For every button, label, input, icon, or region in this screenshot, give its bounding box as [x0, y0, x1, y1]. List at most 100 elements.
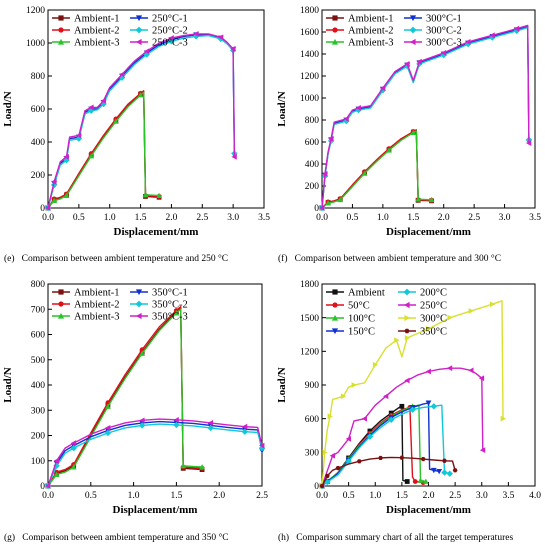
legend-label: 250°C [420, 301, 447, 312]
data-point [479, 447, 486, 453]
data-point [335, 465, 341, 471]
series-line [47, 90, 160, 209]
legend-label: 200°C [420, 288, 447, 299]
legend-item: 250°C-1 [130, 14, 188, 25]
legend-marker [409, 15, 417, 22]
series-line [47, 306, 203, 487]
data-point [70, 444, 77, 452]
x-axis-label: Displacement/mm [386, 504, 471, 516]
caption-letter-f: (f) [278, 254, 288, 264]
data-point [142, 191, 149, 198]
y-tick-label: 300 [31, 406, 46, 416]
y-tick-label: 600 [305, 415, 320, 425]
legend-label: 350°C [420, 327, 447, 338]
legend-label: Ambient [348, 288, 385, 299]
y-tick-label: 1600 [300, 28, 319, 38]
data-point [404, 377, 410, 384]
data-point [409, 406, 416, 413]
legend-item: 300°C-2 [404, 26, 462, 37]
x-tick-label: 2.0 [165, 213, 177, 223]
data-point [143, 51, 150, 58]
legend-marker [403, 301, 410, 309]
legend-item: 350°C [398, 327, 447, 338]
legend-label: 150°C [348, 327, 375, 338]
data-point [230, 45, 236, 52]
data-point [425, 368, 431, 375]
legend: Ambient-1Ambient-2Ambient-3250°C-1250°C-… [52, 14, 188, 49]
data-point [100, 100, 107, 108]
data-point [440, 50, 447, 56]
series-7 [319, 455, 458, 489]
data-point [63, 192, 70, 199]
legend-item: 150°C [326, 327, 375, 338]
data-point [63, 153, 69, 160]
caption-letter-e: (e) [4, 254, 15, 264]
data-point [241, 423, 248, 430]
legend-label: 350°C-2 [152, 300, 188, 311]
data-point [328, 135, 334, 142]
y-tick-label: 400 [31, 138, 46, 148]
data-point [394, 337, 400, 344]
legend-label: 100°C [348, 314, 375, 325]
chart-f: 0.0 0.5 1.0 1.5 2.0 2.5 3.0 3.5 0 200 400 600 800 100… [276, 6, 541, 238]
data-point [468, 367, 474, 374]
legend-marker [332, 302, 338, 308]
data-point [447, 314, 453, 321]
caption-text-g: Comparison between ambient temperature a… [22, 533, 229, 543]
series-line [47, 418, 263, 487]
legend-marker [331, 328, 339, 335]
legend-marker [57, 38, 65, 45]
x-tick-label: 0.0 [316, 213, 328, 223]
legend-item: 350°C-3 [130, 312, 188, 323]
series-line [47, 91, 160, 209]
data-point [355, 105, 361, 111]
data-point [319, 483, 325, 489]
data-point [420, 456, 426, 462]
data-point [53, 471, 60, 478]
data-point [193, 31, 199, 37]
chart-g: 0.0 0.5 1.0 1.5 2.0 2.5 0 100 200 300 400 500 600 700… [2, 280, 268, 516]
legend-item: 50°C [326, 301, 370, 312]
data-point [378, 455, 383, 461]
data-point [388, 416, 395, 423]
legend-item: Ambient-3 [52, 38, 120, 49]
data-point [322, 171, 328, 177]
legend-label: 300°C-3 [426, 38, 462, 49]
chart-h: 0.0 0.5 1.0 1.5 2.0 2.5 3.0 3.5 4.0 0 300 600 900 120… [276, 280, 541, 516]
caption-letter-h: (h) [278, 533, 290, 543]
data-point [180, 462, 187, 469]
data-point [100, 97, 106, 104]
data-point [259, 442, 265, 449]
legend-marker [57, 312, 65, 319]
data-point [319, 205, 325, 211]
data-point [173, 421, 180, 429]
data-point [426, 325, 432, 332]
series-line [321, 456, 456, 487]
data-point [404, 61, 410, 67]
data-point [173, 310, 180, 316]
y-tick-label: 1200 [300, 72, 319, 82]
legend-marker [135, 38, 142, 46]
x-tick-label: 2.5 [468, 213, 480, 223]
legend-marker [409, 38, 416, 46]
x-tick-label: 1.5 [407, 213, 419, 223]
data-point [383, 393, 389, 400]
data-point [70, 440, 77, 446]
legend-marker [135, 15, 143, 22]
y-tick-label: 200 [31, 171, 46, 181]
data-point [112, 118, 119, 124]
data-point [422, 478, 429, 484]
y-tick-label: 1000 [300, 94, 319, 104]
y-tick-label: 1400 [300, 50, 319, 60]
data-point [442, 458, 447, 463]
x-tick-label: 1.0 [104, 213, 116, 223]
legend-marker [58, 27, 64, 33]
data-point [217, 34, 224, 41]
y-tick-label: 500 [31, 356, 46, 366]
series-4 [318, 26, 533, 212]
y-tick-label: 1200 [300, 348, 319, 358]
data-point [430, 467, 437, 474]
caption-g: (g) Comparison between ambient temperatu… [4, 533, 229, 543]
x-axis-label: Displacement/mm [386, 226, 471, 238]
series-2 [45, 91, 162, 211]
